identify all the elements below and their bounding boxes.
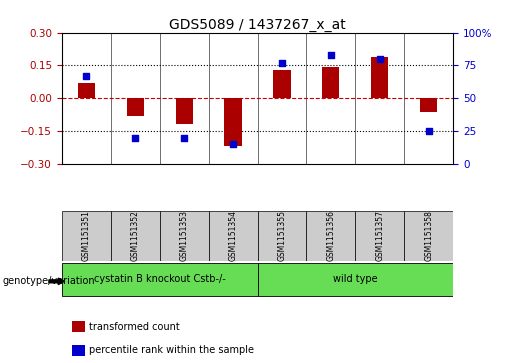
Bar xyxy=(127,98,144,116)
Bar xyxy=(322,66,339,98)
Bar xyxy=(258,263,453,296)
Title: GDS5089 / 1437267_x_at: GDS5089 / 1437267_x_at xyxy=(169,18,346,32)
Bar xyxy=(404,211,453,261)
Text: GSM1151351: GSM1151351 xyxy=(82,211,91,261)
Text: cystatin B knockout Cstb-/-: cystatin B knockout Cstb-/- xyxy=(94,274,226,284)
Text: percentile rank within the sample: percentile rank within the sample xyxy=(89,345,254,355)
Text: GSM1151355: GSM1151355 xyxy=(278,211,286,261)
Point xyxy=(180,135,188,140)
Bar xyxy=(209,211,258,261)
Bar xyxy=(78,83,95,98)
Text: GSM1151357: GSM1151357 xyxy=(375,211,384,261)
Text: genotype/variation: genotype/variation xyxy=(3,276,95,286)
Bar xyxy=(355,211,404,261)
Bar xyxy=(62,211,111,261)
Text: transformed count: transformed count xyxy=(89,322,180,332)
Point xyxy=(131,135,139,140)
Text: wild type: wild type xyxy=(333,274,377,284)
Text: GSM1151353: GSM1151353 xyxy=(180,211,188,261)
Text: GSM1151356: GSM1151356 xyxy=(327,211,335,261)
Point xyxy=(82,73,91,79)
Bar xyxy=(273,70,290,98)
Point xyxy=(375,56,384,62)
Point xyxy=(278,60,286,66)
Bar xyxy=(258,211,306,261)
Point xyxy=(424,128,433,134)
Point xyxy=(327,52,335,58)
Bar xyxy=(306,211,355,261)
Text: GSM1151354: GSM1151354 xyxy=(229,211,237,261)
Text: GSM1151358: GSM1151358 xyxy=(424,211,433,261)
Text: GSM1151352: GSM1151352 xyxy=(131,211,140,261)
Bar xyxy=(420,98,437,113)
Bar xyxy=(62,263,258,296)
Bar xyxy=(160,211,209,261)
Bar xyxy=(176,98,193,125)
Bar xyxy=(225,98,242,146)
Bar xyxy=(111,211,160,261)
Point xyxy=(229,141,237,147)
Bar xyxy=(371,57,388,98)
